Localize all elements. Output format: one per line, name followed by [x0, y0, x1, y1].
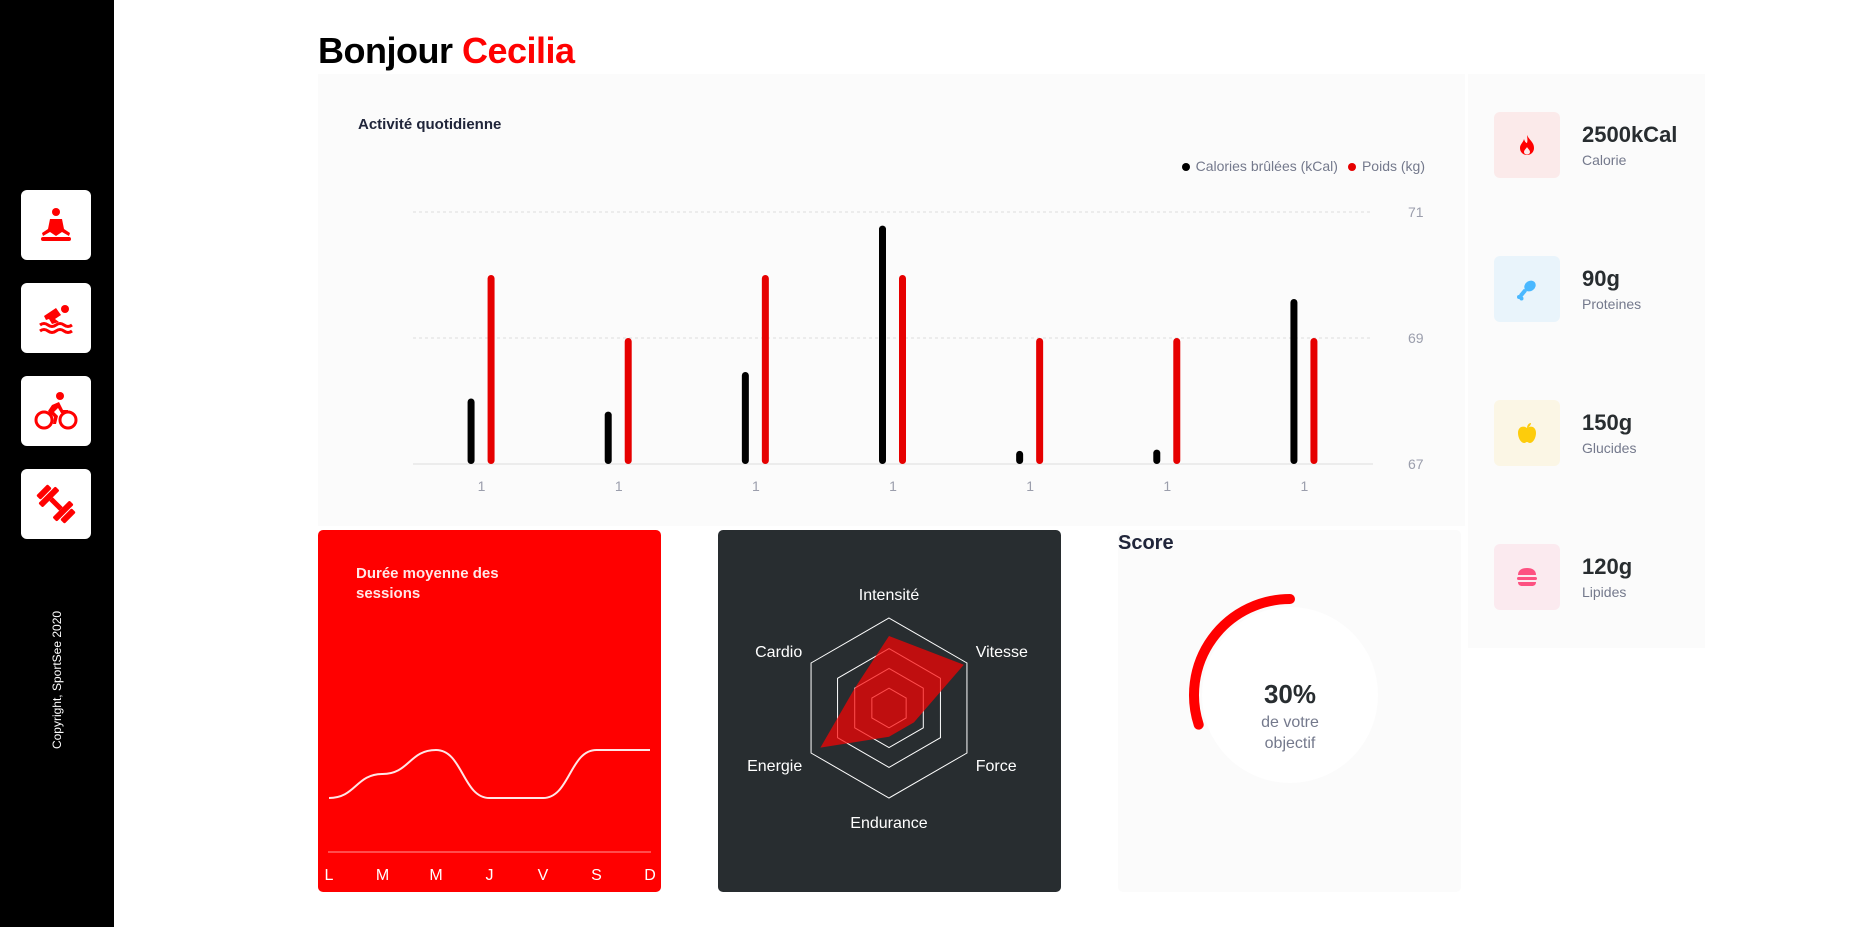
nutrition-lipids: 120g Lipides: [1494, 544, 1694, 610]
activity-bars-svg: 71 69 67 1 1 1 1 1 1 1: [413, 204, 1424, 494]
weight-bar: [1173, 338, 1181, 464]
activity-x-tick: 1: [1163, 478, 1171, 494]
radar-grid-ring: [810, 617, 968, 799]
carbs-value: 150g: [1582, 410, 1633, 435]
sessions-day-label: V: [538, 867, 549, 884]
score-radial-svg: 30% de votre objectif: [1189, 594, 1378, 783]
sidebar: Copyright, SportSee 2020: [0, 0, 114, 927]
score-inner-circle: [1202, 607, 1378, 783]
nutrition-calories: 2500kCal Calorie: [1494, 112, 1694, 178]
performance-radar-svg: Intensité Vitesse Force Endurance Energie Car…: [747, 587, 1028, 832]
activity-y-tick: 71: [1408, 204, 1424, 220]
legend-calories: Calories brûlées (kCal): [1181, 158, 1338, 174]
lipids-label: Lipides: [1582, 584, 1627, 600]
radar-axis-label: Force: [976, 758, 1017, 775]
calorie-bar: [741, 372, 749, 464]
calorie-bar: [467, 398, 475, 464]
average-sessions-card: Durée moyenne des sessions L M M J V S D: [318, 530, 661, 892]
activity-x-tick: 1: [1026, 478, 1034, 494]
radar-axis-label: Intensité: [859, 587, 920, 604]
calorie-bar: [1290, 298, 1298, 464]
proteins-value: 90g: [1582, 266, 1620, 291]
legend-calories-label: Calories brûlées (kCal): [1195, 158, 1338, 174]
swimming-icon: [39, 305, 73, 334]
score-value: 30%: [1264, 679, 1316, 709]
radar-shape: [820, 636, 964, 748]
score-caption-line1: de votre: [1261, 714, 1319, 731]
copyright-text: Copyright, SportSee 2020: [50, 610, 64, 750]
activity-title: Activité quotidienne: [358, 116, 502, 133]
sessions-day-label: D: [644, 867, 656, 884]
nutrition-panel: 2500kCal Calorie 90g Proteines 150g Gluc…: [1468, 74, 1705, 648]
performance-radar-card: Intensité Vitesse Force Endurance Energie Car…: [718, 530, 1061, 892]
legend-weight: Poids (kg): [1347, 158, 1425, 174]
weight-bar: [1310, 338, 1318, 464]
weight-bar: [761, 275, 769, 464]
activity-y-tick: 67: [1408, 456, 1424, 472]
chicken-leg-icon: [1494, 256, 1560, 322]
sessions-day-label: M: [429, 867, 442, 884]
page-title: Bonjour Cecilia: [318, 30, 575, 72]
weight-bar: [1036, 338, 1044, 464]
radar-axis-label: Cardio: [755, 644, 802, 661]
yoga-icon: [41, 208, 71, 241]
daily-activity-chart: Activité quotidienne Calories brûlées (k…: [318, 74, 1465, 526]
radar-axis-label: Endurance: [850, 815, 927, 832]
activity-x-tick: 1: [889, 478, 897, 494]
sidebar-item-cycling[interactable]: [21, 376, 91, 446]
nutrition-carbs: 150g Glucides: [1494, 400, 1694, 466]
activity-y-tick: 69: [1408, 330, 1424, 346]
weight-bar: [899, 275, 906, 464]
sessions-day-label: M: [376, 867, 389, 884]
sessions-title: Durée moyenne des sessions: [356, 565, 499, 602]
carbs-label: Glucides: [1582, 440, 1637, 456]
nutrition-proteins: 90g Proteines: [1494, 256, 1694, 322]
sessions-day-label: J: [486, 867, 494, 884]
fire-icon: [1494, 112, 1560, 178]
activity-x-tick: 1: [1301, 478, 1309, 494]
weight-bar: [624, 338, 632, 464]
calories-label: Calorie: [1582, 152, 1627, 168]
legend-weight-label: Poids (kg): [1361, 158, 1425, 174]
sessions-day-label: S: [591, 867, 602, 884]
radar-axis-label: Energie: [747, 758, 802, 775]
calorie-bar: [1016, 450, 1024, 464]
sessions-line: [328, 748, 650, 799]
sidebar-item-weights[interactable]: [21, 469, 91, 539]
score-caption-line2: objectif: [1265, 735, 1316, 752]
activity-x-tick: 1: [615, 478, 623, 494]
sidebar-item-yoga[interactable]: [21, 190, 91, 260]
score-title: Score: [1118, 532, 1174, 554]
score-arc: [1189, 594, 1295, 730]
sessions-day-label: L: [325, 867, 334, 884]
weight-bar: [487, 275, 495, 464]
calorie-bar: [604, 411, 612, 464]
calorie-bar: [1153, 449, 1161, 464]
proteins-label: Proteines: [1582, 296, 1642, 312]
calories-value: 2500kCal: [1582, 122, 1678, 147]
calorie-bar: [879, 225, 886, 464]
apple-icon: [1494, 400, 1560, 466]
score-card: Score 30% de votre objectif: [1118, 530, 1461, 892]
user-name: Cecilia: [461, 30, 575, 71]
activity-legend: Calories brûlées (kCal) Poids (kg): [1181, 158, 1425, 174]
radar-axis-label: Vitesse: [976, 644, 1028, 661]
burger-icon: [1494, 544, 1560, 610]
sidebar-item-swimming[interactable]: [21, 283, 91, 353]
activity-x-tick: 1: [478, 478, 486, 494]
activity-x-tick: 1: [752, 478, 760, 494]
lipids-value: 120g: [1582, 554, 1633, 579]
cycling-icon: [34, 392, 78, 430]
greeting-prefix: Bonjour: [318, 30, 462, 71]
dumbbell-icon: [36, 484, 76, 524]
